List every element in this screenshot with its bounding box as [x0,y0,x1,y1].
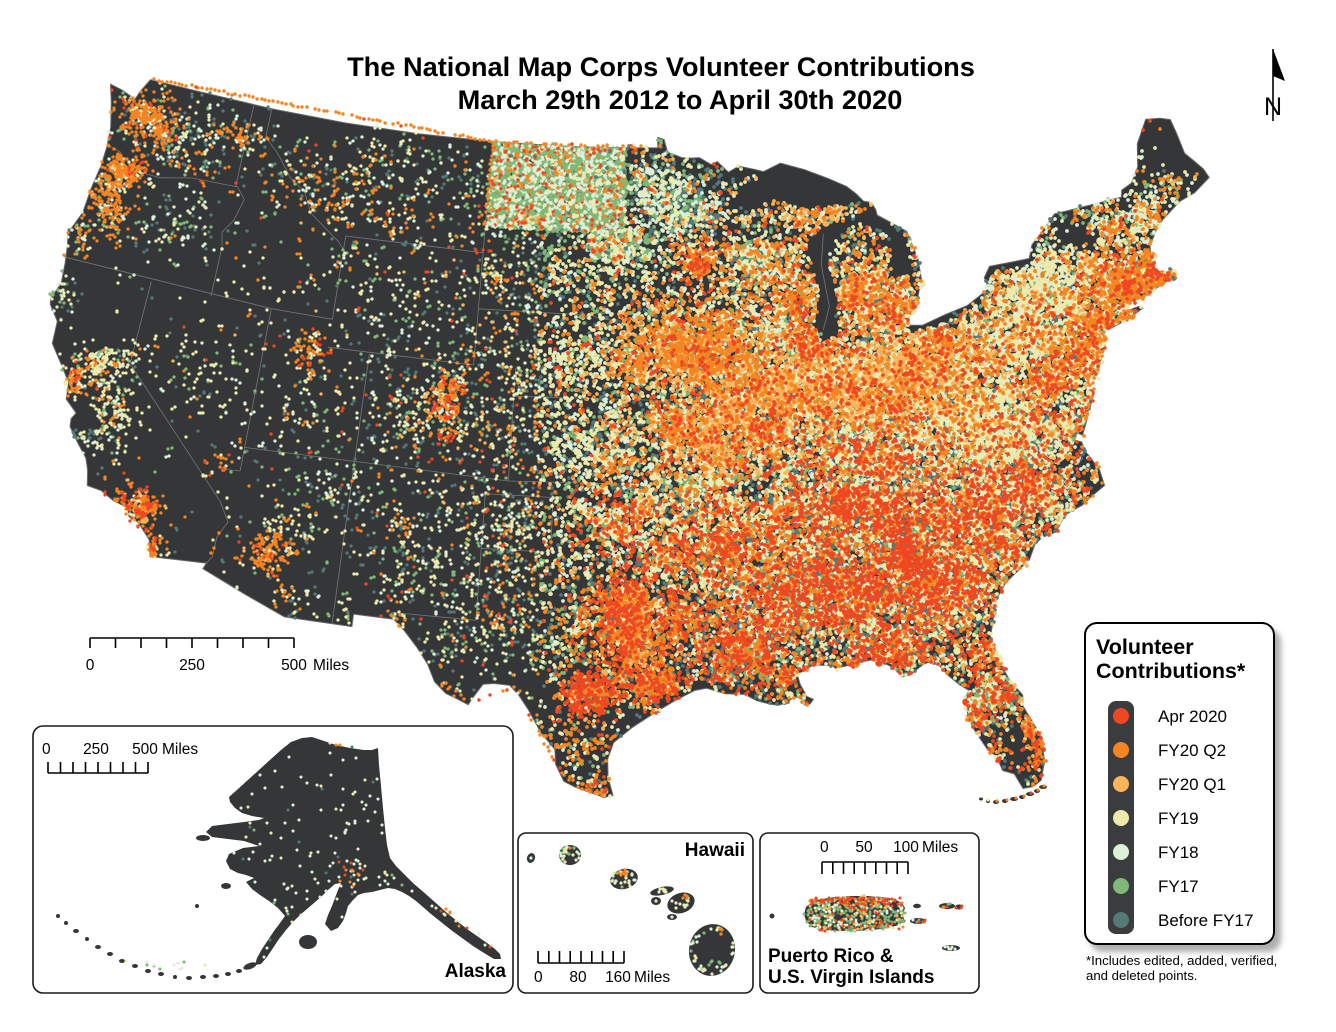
svg-text:100: 100 [893,839,919,856]
svg-text:Before FY17: Before FY17 [1158,911,1253,930]
svg-text:Hawaii: Hawaii [685,840,745,861]
svg-text:FY17: FY17 [1158,877,1199,896]
svg-text:Alaska: Alaska [445,961,507,982]
svg-text:and deleted points.: and deleted points. [1086,968,1197,983]
svg-text:Contributions*: Contributions* [1096,659,1246,683]
svg-text:U.S. Virgin Islands: U.S. Virgin Islands [768,967,934,988]
svg-text:250: 250 [179,657,205,674]
svg-text:*Includes edited, added, verif: *Includes edited, added, verified, [1086,953,1277,968]
svg-text:50: 50 [855,839,873,856]
svg-text:FY20 Q1: FY20 Q1 [1158,775,1226,794]
svg-text:500: 500 [132,741,158,758]
svg-text:FY18: FY18 [1158,843,1199,862]
svg-text:FY20 Q2: FY20 Q2 [1158,741,1226,760]
svg-text:Miles: Miles [634,969,670,986]
svg-text:Miles: Miles [162,741,198,758]
svg-text:0: 0 [42,741,51,758]
svg-text:Miles: Miles [313,657,349,674]
svg-text:Apr 2020: Apr 2020 [1158,707,1227,726]
svg-text:160: 160 [605,969,631,986]
svg-text:0: 0 [86,657,95,674]
svg-text:0: 0 [820,839,829,856]
svg-text:Volunteer: Volunteer [1096,635,1194,659]
svg-text:Puerto Rico &: Puerto Rico & [768,946,894,967]
svg-text:0: 0 [534,969,543,986]
svg-text:FY19: FY19 [1158,809,1199,828]
svg-text:250: 250 [83,741,109,758]
svg-text:500: 500 [281,657,307,674]
svg-text:March 29th 2012 to April 30th: March 29th 2012 to April 30th 2020 [458,84,903,115]
svg-text:Miles: Miles [922,839,958,856]
svg-text:80: 80 [569,969,587,986]
svg-text:The National Map Corps Volunte: The National Map Corps Volunteer Contrib… [347,51,975,82]
svg-text:N: N [1264,93,1282,121]
